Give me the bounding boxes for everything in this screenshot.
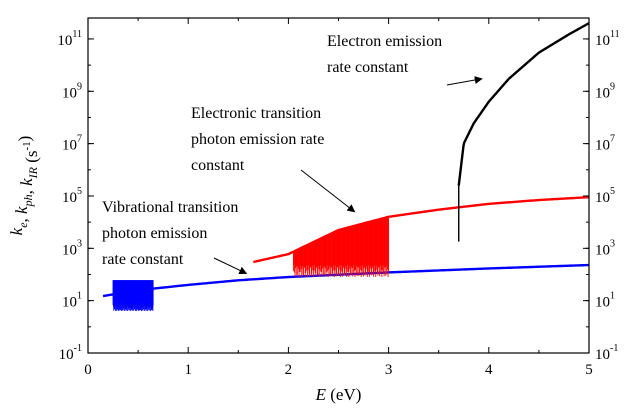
annotation-1-line: Electronic transition bbox=[191, 105, 321, 122]
y-tick-label-right: 10-1 bbox=[595, 343, 618, 363]
x-tick-label: 0 bbox=[84, 362, 92, 378]
annotations: Electron emission rate constant Electronic… bbox=[102, 33, 483, 275]
series-2-line bbox=[457, 22, 590, 186]
y-tick-label: 103 bbox=[62, 238, 82, 258]
annotation-0-line: Electron emission bbox=[327, 33, 442, 50]
series-1 bbox=[253, 195, 590, 278]
series-2 bbox=[457, 22, 590, 242]
annotation-1-line: photon emission rate bbox=[191, 131, 324, 148]
y-tick-label-right: 1011 bbox=[595, 29, 620, 49]
y-tick-label: 109 bbox=[62, 81, 82, 101]
y-tick-label-right: 103 bbox=[595, 238, 615, 258]
y-tick-label-right: 105 bbox=[595, 186, 615, 206]
y-tick-label-right: 109 bbox=[595, 81, 615, 101]
annotation-0-arrow bbox=[446, 76, 483, 86]
y-tick-label-right: 101 bbox=[595, 291, 615, 311]
plot-area bbox=[102, 22, 590, 312]
annotation-2-line: rate constant bbox=[102, 251, 184, 268]
annotation-2-line: Vibrational transition bbox=[102, 199, 238, 216]
annotation-1-arrow bbox=[300, 169, 356, 213]
x-tick-label: 5 bbox=[585, 362, 593, 378]
annotation-0-line: rate constant bbox=[327, 59, 409, 76]
annotation-1-line: constant bbox=[191, 157, 245, 174]
x-tick-label: 4 bbox=[485, 362, 493, 378]
y-tick-label: 107 bbox=[62, 134, 82, 154]
y-tick-label-right: 107 bbox=[595, 134, 615, 154]
y-axis-title: ke, kph, kIR (s-1) bbox=[7, 136, 41, 236]
series-0-line bbox=[102, 263, 590, 298]
annotation-1: Electronic transition photon emission rat… bbox=[191, 105, 356, 213]
y-tick-label: 1011 bbox=[57, 29, 82, 49]
annotation-2-arrow bbox=[213, 257, 248, 275]
y-tick-label: 101 bbox=[62, 291, 82, 311]
x-tick-label: 3 bbox=[385, 362, 393, 378]
series-1-line bbox=[253, 195, 590, 264]
x-axis-title: E (eV) bbox=[315, 385, 362, 404]
annotation-2-line: photon emission bbox=[102, 225, 207, 242]
annotation-2: Vibrational transition photon emission rat… bbox=[102, 199, 248, 275]
x-tick-label: 2 bbox=[285, 362, 293, 378]
y-tick-label: 105 bbox=[62, 186, 82, 206]
series-0 bbox=[102, 263, 590, 312]
x-tick-label: 1 bbox=[184, 362, 192, 378]
annotation-0: Electron emission rate constant bbox=[327, 33, 483, 86]
y-tick-label: 10-1 bbox=[59, 343, 82, 363]
